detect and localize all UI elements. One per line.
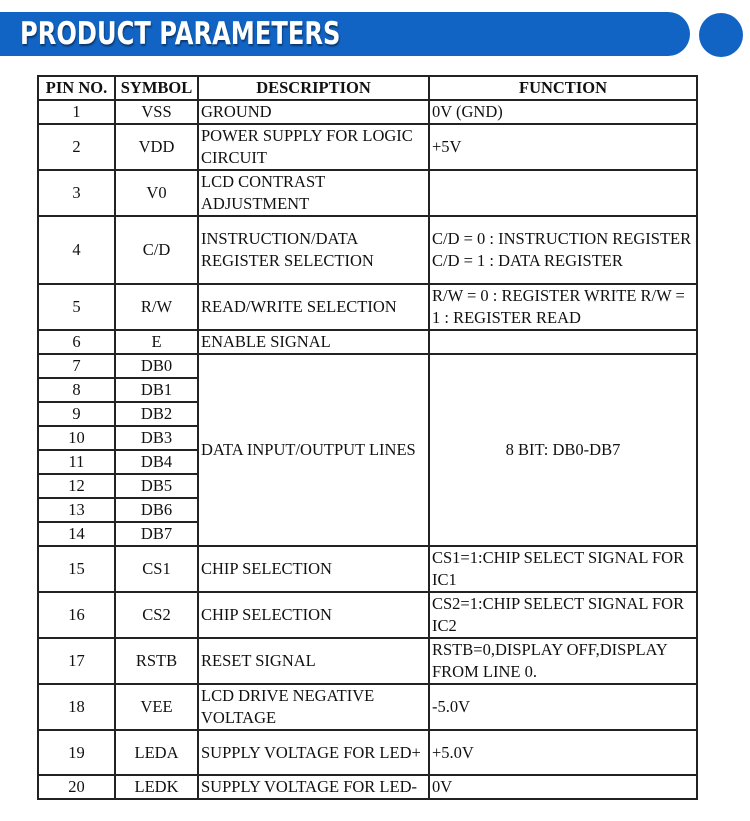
pin-cell: 1 [37, 99, 116, 125]
function-cell: +5.0V [428, 729, 698, 776]
pin-cell: 8 [37, 377, 116, 403]
description-cell: SUPPLY VOLTAGE FOR LED- [197, 774, 430, 800]
pin-cell: 11 [37, 449, 116, 475]
pin-cell: 14 [37, 521, 116, 547]
table-row: 15 CS1 CHIP SELECTION CS1=1:CHIP SELECT SIG… [37, 545, 698, 593]
pin-cell: 13 [37, 497, 116, 523]
pin-cell: 20 [37, 774, 116, 800]
description-cell: DATA INPUT/OUTPUT LINES [197, 353, 430, 547]
description-cell: GROUND [197, 99, 430, 125]
symbol-cell: DB4 [114, 449, 199, 475]
description-cell: RESET SIGNAL [197, 637, 430, 685]
function-cell: +5V [428, 123, 698, 171]
function-cell [428, 329, 698, 355]
function-cell: 0V [428, 774, 698, 800]
pin-cell: 2 [37, 123, 116, 171]
table-row: 20 LEDK SUPPLY VOLTAGE FOR LED- 0V [37, 774, 698, 800]
table-row: 3 V0 LCD CONTRAST ADJUSTMENT [37, 169, 698, 217]
function-cell: RSTB=0,DISPLAY OFF,DISPLAY FROM LINE 0. [428, 637, 698, 685]
symbol-cell: LEDK [114, 774, 199, 800]
symbol-cell: CS2 [114, 591, 199, 639]
pin-cell: 19 [37, 729, 116, 776]
table-row: 7 DB0 DATA INPUT/OUTPUT LINES 8 BIT: DB0-DB… [37, 353, 698, 547]
pin-cell: 5 [37, 283, 116, 331]
column-header-symbol: SYMBOL [114, 75, 199, 101]
description-cell: LCD DRIVE NEGATIVE VOLTAGE [197, 683, 430, 731]
symbol-cell: LEDA [114, 729, 199, 776]
symbol-cell: CS1 [114, 545, 199, 593]
table-row: 13 DB6 [37, 497, 697, 523]
symbol-cell: VSS [114, 99, 199, 125]
symbol-cell: C/D [114, 215, 199, 285]
pin-cell: 15 [37, 545, 116, 593]
table-row: 6 E ENABLE SIGNAL [37, 329, 698, 355]
page-title: PRODUCT PARAMETERS [20, 16, 341, 52]
pin-cell: 10 [37, 425, 116, 451]
table-row: 9 DB2 [37, 401, 697, 427]
table-row: 12 DB5 [37, 473, 697, 499]
function-cell: CS1=1:CHIP SELECT SIGNAL FOR IC1 [428, 545, 698, 593]
table-row: 10 DB3 [37, 425, 697, 451]
function-cell: -5.0V [428, 683, 698, 731]
table-row: 5 R/W READ/WRITE SELECTION R/W = 0 : REGIST… [37, 283, 698, 331]
description-cell: CHIP SELECTION [197, 545, 430, 593]
pin-cell: 9 [37, 401, 116, 427]
function-cell: R/W = 0 : REGISTER WRITE R/W = 1 : REGIS… [428, 283, 698, 331]
decorative-circle [699, 13, 743, 57]
pin-cell: 16 [37, 591, 116, 639]
function-cell: C/D = 0 : INSTRUCTION REGISTER C/D = 1 :… [428, 215, 698, 285]
table-row: 16 CS2 CHIP SELECTION CS2=1:CHIP SELECT SIG… [37, 591, 698, 639]
table-header-row: PIN NO. SYMBOL DESCRIPTION FUNCTION [37, 75, 698, 101]
symbol-cell: VDD [114, 123, 199, 171]
description-cell: READ/WRITE SELECTION [197, 283, 430, 331]
table-row: 18 VEE LCD DRIVE NEGATIVE VOLTAGE -5.0V [37, 683, 698, 731]
column-header-pin: PIN NO. [37, 75, 116, 101]
pin-parameters-table: PIN NO. SYMBOL DESCRIPTION FUNCTION 1 VSS… [37, 75, 698, 800]
symbol-cell: V0 [114, 169, 199, 217]
symbol-cell: DB3 [114, 425, 199, 451]
pin-cell: 7 [37, 353, 116, 379]
table-row: 17 RSTB RESET SIGNAL RSTB=0,DISPLAY OFF,DIS… [37, 637, 698, 685]
description-cell: POWER SUPPLY FOR LOGIC CIRCUIT [197, 123, 430, 171]
symbol-cell: DB7 [114, 521, 199, 547]
description-cell: INSTRUCTION/DATA REGISTER SELECTION [197, 215, 430, 285]
symbol-cell: R/W [114, 283, 199, 331]
symbol-cell: DB6 [114, 497, 199, 523]
table-row: 8 DB1 [37, 377, 697, 403]
symbol-cell: VEE [114, 683, 199, 731]
function-cell: 0V (GND) [428, 99, 698, 125]
table-row: 11 DB4 [37, 449, 697, 475]
pin-cell: 6 [37, 329, 116, 355]
symbol-cell: DB1 [114, 377, 199, 403]
pin-cell: 17 [37, 637, 116, 685]
pin-cell: 4 [37, 215, 116, 285]
symbol-cell: DB5 [114, 473, 199, 499]
header-banner: PRODUCT PARAMETERS [0, 12, 690, 56]
function-cell: CS2=1:CHIP SELECT SIGNAL FOR IC2 [428, 591, 698, 639]
column-header-description: DESCRIPTION [197, 75, 430, 101]
function-cell: 8 BIT: DB0-DB7 [428, 353, 698, 547]
symbol-cell: RSTB [114, 637, 199, 685]
symbol-cell: DB2 [114, 401, 199, 427]
table-row: 14 DB7 [37, 521, 697, 547]
description-cell: LCD CONTRAST ADJUSTMENT [197, 169, 430, 217]
function-cell [428, 169, 698, 217]
description-cell: CHIP SELECTION [197, 591, 430, 639]
pin-cell: 12 [37, 473, 116, 499]
table-row: 4 C/D INSTRUCTION/DATA REGISTER SELECTION C… [37, 215, 698, 285]
description-cell: ENABLE SIGNAL [197, 329, 430, 355]
table-row: 2 VDD POWER SUPPLY FOR LOGIC CIRCUIT +5V [37, 123, 698, 171]
table-row: 19 LEDA SUPPLY VOLTAGE FOR LED+ +5.0V [37, 729, 698, 776]
column-header-function: FUNCTION [428, 75, 698, 101]
symbol-cell: DB0 [114, 353, 199, 379]
description-cell: SUPPLY VOLTAGE FOR LED+ [197, 729, 430, 776]
table-row: 1 VSS GROUND 0V (GND) [37, 99, 698, 125]
symbol-cell: E [114, 329, 199, 355]
pin-cell: 18 [37, 683, 116, 731]
pin-cell: 3 [37, 169, 116, 217]
